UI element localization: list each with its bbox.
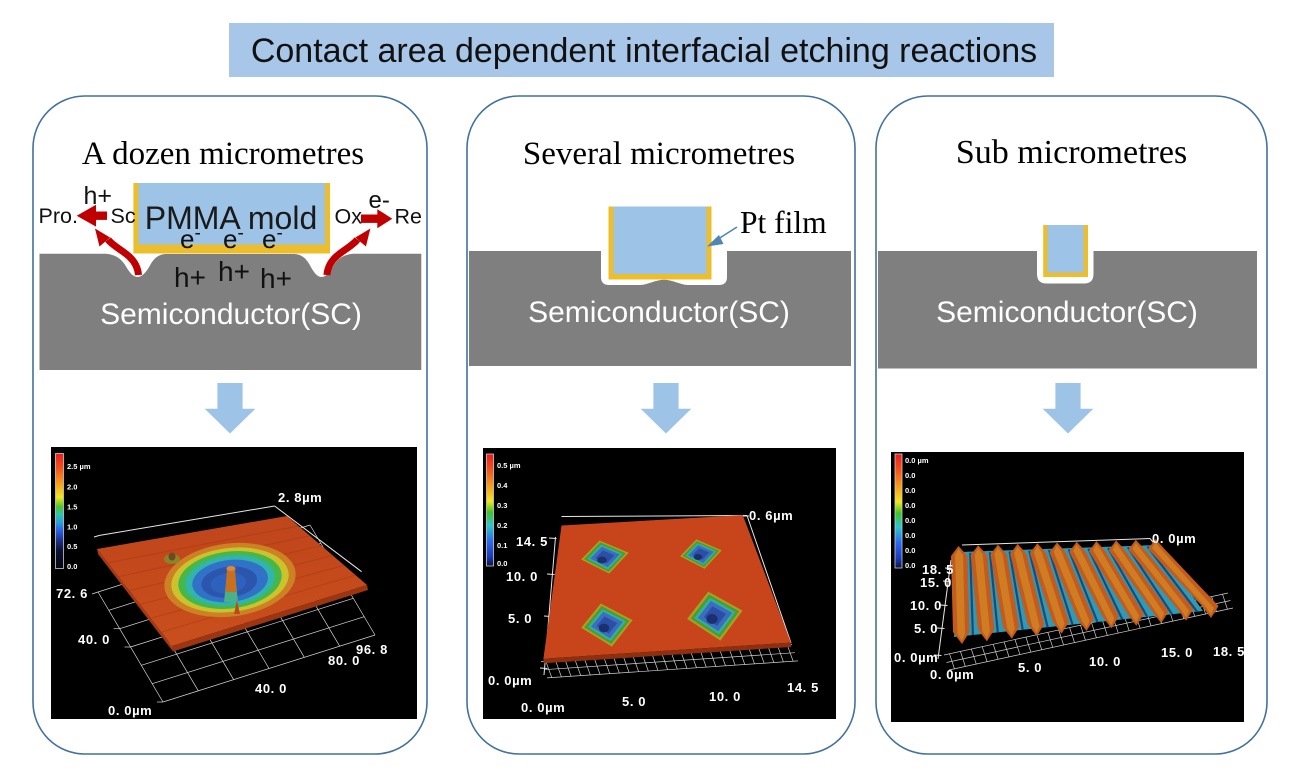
svg-text:5. 0: 5. 0 bbox=[622, 694, 646, 709]
svg-text:Sub micrometres: Sub micrometres bbox=[956, 134, 1187, 171]
svg-text:2.5 µm: 2.5 µm bbox=[67, 462, 91, 471]
svg-text:0. 0µm: 0. 0µm bbox=[488, 673, 532, 688]
svg-text:0.0: 0.0 bbox=[497, 559, 507, 568]
svg-text:1.5: 1.5 bbox=[67, 503, 77, 512]
svg-text:Semiconductor(SC): Semiconductor(SC) bbox=[528, 296, 790, 329]
svg-text:Re: Re bbox=[395, 205, 422, 229]
svg-text:0.1: 0.1 bbox=[497, 541, 507, 550]
svg-text:96. 8: 96. 8 bbox=[356, 642, 388, 657]
svg-text:0. 0µm: 0. 0µm bbox=[930, 667, 974, 682]
svg-text:0.0 µm: 0.0 µm bbox=[905, 456, 929, 465]
svg-text:0.0: 0.0 bbox=[905, 546, 915, 555]
svg-text:0. 0µm: 0. 0µm bbox=[521, 700, 565, 715]
svg-text:0.0: 0.0 bbox=[905, 516, 915, 525]
svg-text:18. 5: 18. 5 bbox=[922, 562, 954, 577]
svg-text:0.3: 0.3 bbox=[497, 501, 507, 510]
svg-text:Ox: Ox bbox=[335, 205, 363, 229]
svg-text:0.0: 0.0 bbox=[905, 471, 915, 480]
svg-text:Pt film: Pt film bbox=[740, 205, 827, 240]
svg-text:Sc: Sc bbox=[111, 204, 136, 228]
svg-text:10. 0: 10. 0 bbox=[709, 689, 741, 704]
svg-text:0. 0µm: 0. 0µm bbox=[1152, 531, 1196, 546]
svg-text:0.0: 0.0 bbox=[905, 561, 915, 570]
svg-text:0. 0µm: 0. 0µm bbox=[894, 650, 938, 665]
svg-text:Several micrometres: Several micrometres bbox=[523, 136, 795, 172]
svg-text:h+: h+ bbox=[218, 256, 250, 287]
svg-text:0. 6µm: 0. 6µm bbox=[749, 508, 793, 523]
svg-text:0.4: 0.4 bbox=[497, 481, 508, 490]
svg-text:80. 0: 80. 0 bbox=[328, 653, 360, 668]
svg-text:2. 8µm: 2. 8µm bbox=[278, 490, 322, 505]
svg-text:10. 0: 10. 0 bbox=[506, 569, 538, 584]
svg-text:Pro.: Pro. bbox=[39, 204, 78, 228]
svg-text:15. 0: 15. 0 bbox=[920, 575, 952, 590]
svg-text:h+: h+ bbox=[84, 182, 113, 210]
svg-text:15. 0: 15. 0 bbox=[1161, 645, 1193, 660]
svg-text:0.5: 0.5 bbox=[67, 542, 77, 551]
svg-text:PMMA mold: PMMA mold bbox=[145, 200, 317, 236]
svg-text:1.0: 1.0 bbox=[67, 523, 77, 532]
svg-text:18. 5: 18. 5 bbox=[1213, 644, 1245, 659]
svg-text:0.0: 0.0 bbox=[67, 562, 77, 571]
svg-text:0.5 µm: 0.5 µm bbox=[497, 461, 521, 470]
svg-text:5. 0: 5. 0 bbox=[1018, 660, 1042, 675]
svg-text:5. 0: 5. 0 bbox=[508, 611, 532, 626]
svg-text:14. 5: 14. 5 bbox=[516, 534, 548, 549]
svg-text:10. 0: 10. 0 bbox=[910, 598, 942, 613]
svg-text:Semiconductor(SC): Semiconductor(SC) bbox=[936, 296, 1198, 329]
svg-text:h+: h+ bbox=[260, 263, 292, 294]
svg-text:40. 0: 40. 0 bbox=[255, 681, 287, 696]
svg-text:0. 0µm: 0. 0µm bbox=[108, 703, 152, 718]
svg-text:A dozen micrometres: A dozen micrometres bbox=[82, 136, 364, 172]
svg-text:h+: h+ bbox=[174, 262, 206, 293]
svg-text:5. 0: 5. 0 bbox=[914, 621, 938, 636]
svg-text:Contact area dependent interfa: Contact area dependent interfacial etchi… bbox=[251, 32, 1037, 70]
svg-text:72. 6: 72. 6 bbox=[56, 586, 88, 601]
svg-text:14. 5: 14. 5 bbox=[787, 680, 819, 695]
svg-text:2.0: 2.0 bbox=[67, 483, 77, 492]
svg-text:0.0: 0.0 bbox=[905, 531, 915, 540]
svg-text:0.0: 0.0 bbox=[905, 501, 915, 510]
svg-text:0.2: 0.2 bbox=[497, 521, 507, 530]
svg-text:Semiconductor(SC): Semiconductor(SC) bbox=[100, 298, 362, 331]
svg-text:e-: e- bbox=[369, 187, 390, 214]
svg-text:10. 0: 10. 0 bbox=[1089, 654, 1121, 669]
svg-text:0.0: 0.0 bbox=[905, 486, 915, 495]
svg-text:40. 0: 40. 0 bbox=[78, 632, 110, 647]
